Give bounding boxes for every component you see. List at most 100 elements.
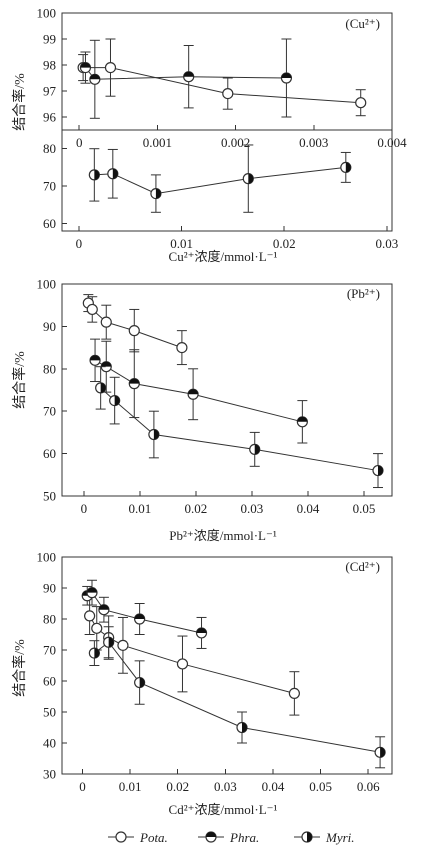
pb-ytick-label-0: 50 xyxy=(43,489,56,504)
panel-cd: (Cd²⁺) 30 40 50 60 70 80 90 100 0 0.01 0.02 0.03 0.0… xyxy=(11,550,393,817)
cu-bottom-series-myri-point-1 xyxy=(107,168,119,180)
pb-xtick-label-5: 0.05 xyxy=(353,501,376,516)
cd-series-myri-line xyxy=(94,641,381,753)
cd-series-phra-point-4 xyxy=(195,627,208,639)
cu-top-series-phra-point-3 xyxy=(280,72,293,84)
cu-top-ytick-label-4: 100 xyxy=(37,6,57,21)
cu-x-axis-label: Cu²⁺浓度/mmol·L⁻¹ xyxy=(169,249,278,264)
cd-ytick-label-3: 60 xyxy=(43,674,56,689)
pb-ytick-label-3: 80 xyxy=(43,361,56,376)
pb-series-pota-point-2 xyxy=(100,316,112,328)
cd-series-pota-point-3 xyxy=(117,639,129,651)
cd-series-pota-point-0 xyxy=(84,610,96,622)
cd-xtick-label-1: 0.01 xyxy=(119,779,142,794)
cu-top-ytick-label-1: 97 xyxy=(43,84,57,99)
cu-top-series-phra-point-0 xyxy=(79,61,92,74)
cd-xtick-label-5: 0.05 xyxy=(309,779,332,794)
cd-series-pota-point-5 xyxy=(288,687,300,700)
cu-top-ytick-label-3: 99 xyxy=(43,32,56,47)
cd-series-phra-point-1 xyxy=(86,587,98,599)
pb-xtick-label-0: 0 xyxy=(81,501,88,516)
pb-ytick-label-4: 90 xyxy=(43,319,56,334)
pb-series-phra-line xyxy=(94,359,303,423)
cu-bottom-ytick-label-2: 80 xyxy=(43,141,56,156)
legend-label-pota: Pota. xyxy=(139,830,168,845)
pb-series-myri-point-0 xyxy=(95,382,107,394)
cu-y-axis-label: 结合率/% xyxy=(11,73,28,131)
cd-series-pota-point-4 xyxy=(176,658,189,670)
legend-item-myri: Myri. xyxy=(294,830,355,845)
legend-marker-phra xyxy=(205,831,217,843)
cu-bottom-xtick-label-2: 0.02 xyxy=(273,236,296,251)
cd-ytick-label-4: 70 xyxy=(43,643,56,658)
cd-series-pota-point-1 xyxy=(91,622,103,634)
cu-plot-frame xyxy=(61,12,393,232)
cd-ytick-label-7: 100 xyxy=(37,550,57,565)
legend-label-myri: Myri. xyxy=(325,830,355,845)
cd-xtick-label-3: 0.03 xyxy=(214,779,237,794)
cd-series-myri-point-0 xyxy=(88,647,100,659)
pb-y-axis-label: 结合率/% xyxy=(11,351,28,409)
cu-bottom-series-myri-point-3 xyxy=(242,173,254,185)
cd-panel-label: (Cd²⁺) xyxy=(345,559,380,574)
cd-series-myri-point-1 xyxy=(103,636,115,648)
pb-xtick-label-1: 0.01 xyxy=(129,501,152,516)
cu-top-xtick-label-0: 0 xyxy=(76,135,83,150)
pb-series-myri-point-4 xyxy=(372,464,384,477)
cu-top-axes: 96 97 98 99 100 0 0.001 0.002 0.003 0.004 xyxy=(37,6,408,151)
cd-xtick-label-2: 0.02 xyxy=(166,779,189,794)
pb-panel-label: (Pb²⁺) xyxy=(347,286,380,301)
legend: Pota. Phra. Myri. xyxy=(108,830,355,845)
pb-ytick-label-2: 70 xyxy=(43,404,56,419)
pb-x-axis-label: Pb²⁺浓度/mmol·L⁻¹ xyxy=(169,528,277,543)
cu-top-series-pota-point-3 xyxy=(355,97,367,109)
pb-series-pota-point-4 xyxy=(176,342,188,354)
legend-item-phra: Phra. xyxy=(198,830,259,845)
cu-top-xtick-label-2: 0.002 xyxy=(221,135,250,150)
pb-series-phra-point-1 xyxy=(100,361,112,373)
cd-ytick-label-1: 40 xyxy=(43,736,56,751)
cu-bottom-series-myri-point-0 xyxy=(88,169,100,181)
cd-series-phra-point-3 xyxy=(134,613,146,625)
cd-x-axis-label: Cd²⁺浓度/mmol·L⁻¹ xyxy=(169,802,278,817)
pb-series-pota-point-3 xyxy=(128,325,140,337)
cu-bottom-xtick-label-3: 0.03 xyxy=(375,236,398,251)
cu-top-ytick-label-0: 96 xyxy=(43,110,57,125)
cu-top-series-phra-point-2 xyxy=(183,71,195,83)
cu-top-ytick-label-2: 98 xyxy=(43,58,56,73)
cd-ytick-label-0: 30 xyxy=(43,767,56,782)
cu-bottom-axes: 60 70 80 0 0.01 0.02 0.03 xyxy=(43,141,398,251)
pb-xtick-label-2: 0.02 xyxy=(185,501,208,516)
cd-axes: 30 40 50 60 70 80 90 100 0 0.01 0.02 0.03 0.04 0.05 0.… xyxy=(37,550,386,794)
cd-ytick-label-5: 80 xyxy=(43,612,56,627)
cd-y-axis-label: 结合率/% xyxy=(11,639,28,697)
pb-series-phra-point-2 xyxy=(128,378,140,390)
cd-series-myri-point-4 xyxy=(374,746,386,758)
cu-bottom-xtick-label-1: 0.01 xyxy=(170,236,193,251)
legend-label-phra: Phra. xyxy=(229,830,259,845)
cd-xtick-label-0: 0 xyxy=(79,779,86,794)
pb-series-myri-line xyxy=(100,387,379,472)
cu-top-series-phra-point-1 xyxy=(89,73,101,85)
cu-bottom-series-myri-point-4 xyxy=(340,161,352,174)
cu-top-xtick-label-4: 0.004 xyxy=(377,135,407,150)
pb-series-myri-point-1 xyxy=(109,395,121,407)
cu-bottom-series-myri-line xyxy=(94,166,346,195)
cu-bottom-ytick-label-1: 70 xyxy=(43,179,56,194)
legend-marker-myri xyxy=(301,831,313,843)
pb-series-myri-point-3 xyxy=(249,443,261,455)
cd-plot-frame xyxy=(61,556,393,775)
legend-marker-pota xyxy=(115,831,127,843)
panel-pb: (Pb²⁺) 50 60 70 80 90 100 0 0.01 0.02 0.03 0.04 0.0… xyxy=(11,277,393,543)
cu-top-series-phra-line xyxy=(85,67,287,80)
cu-bottom-series-myri-point-2 xyxy=(150,187,162,200)
cd-series-myri-point-2 xyxy=(134,676,146,689)
cu-panel-label: (Cu²⁺) xyxy=(345,16,380,31)
cu-bottom-ytick-label-0: 60 xyxy=(43,216,56,231)
cd-series-pota-line xyxy=(89,615,295,694)
legend-marker-phra-shape xyxy=(205,831,217,843)
cd-series-myri-point-3 xyxy=(236,721,248,734)
cu-top-series-pota-point-2 xyxy=(222,87,234,100)
pb-series-phra-point-0 xyxy=(89,354,101,366)
